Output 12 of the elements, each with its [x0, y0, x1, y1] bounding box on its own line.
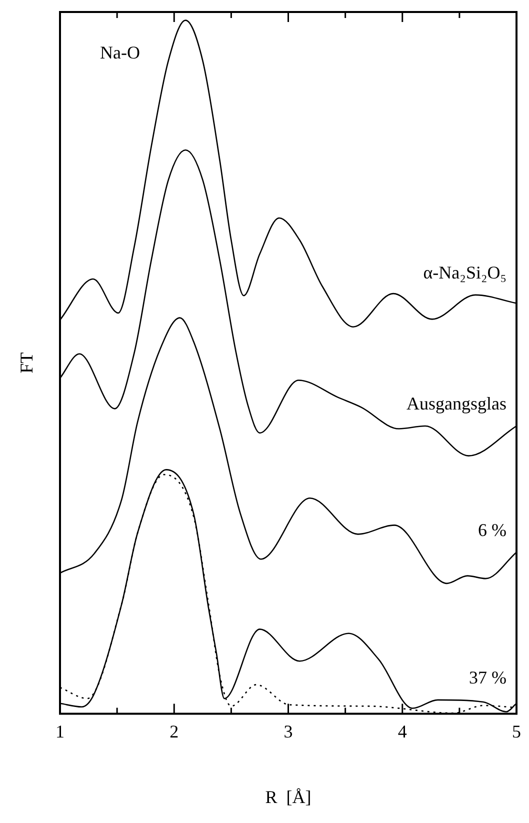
x-axis-title: R [Å]: [265, 786, 312, 807]
x-tick-label: 1: [56, 721, 64, 742]
x-tick-label: 3: [284, 721, 293, 742]
x-tick-label: 2: [170, 721, 179, 742]
series-label: Ausgangsglas: [406, 394, 506, 414]
x-tick-label: 5: [512, 721, 521, 742]
y-axis-title: FT: [16, 352, 37, 374]
series-label: 6 %: [478, 520, 506, 540]
x-tick-label: 4: [398, 721, 407, 742]
series-label: 37 %: [469, 668, 506, 688]
annotation: Na-O: [100, 42, 140, 63]
series-label: α-Na₂Si₂O₅: [423, 262, 506, 283]
